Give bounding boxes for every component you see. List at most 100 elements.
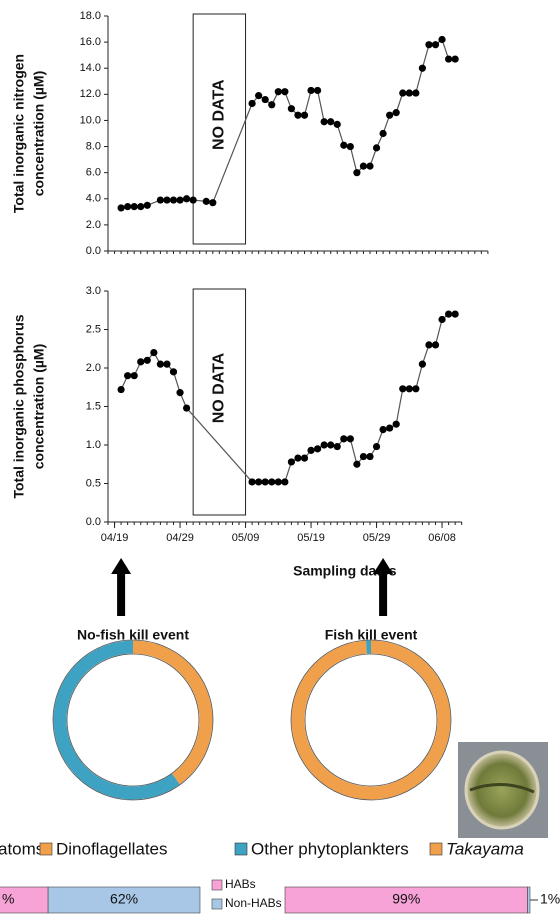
data-point <box>274 478 282 486</box>
data-point <box>412 385 420 393</box>
data-point <box>156 196 164 204</box>
y-tick-label: 2.0 <box>86 219 101 231</box>
cell <box>464 750 540 830</box>
donut-outline <box>52 639 214 801</box>
data-point <box>189 196 197 204</box>
data-point <box>117 204 125 212</box>
y-tick-label: 4.0 <box>86 193 101 205</box>
y-tick-label: 0.0 <box>86 516 101 528</box>
data-point <box>418 360 426 368</box>
data-point <box>346 142 354 151</box>
event-arrow <box>373 558 394 616</box>
data-point <box>176 389 184 397</box>
y-tick-label: 8.0 <box>86 140 101 152</box>
legend-swatch <box>234 842 248 856</box>
data-point <box>353 460 361 468</box>
data-point <box>137 358 145 366</box>
data-point <box>183 404 191 412</box>
data-point <box>399 89 407 97</box>
data-point <box>366 452 374 461</box>
y-tick-label: 1.5 <box>86 400 101 412</box>
y-axis-title: concentration (µM) <box>31 344 47 470</box>
y-tick-label: 10.0 <box>80 114 101 126</box>
data-point <box>300 111 309 119</box>
no-data-label: NO DATA <box>211 352 228 423</box>
data-point <box>248 478 256 486</box>
y-axis-title: Total inorganic nitrogen <box>11 54 27 213</box>
x-axis-title: Sampling dates <box>293 563 397 579</box>
bar-segment <box>0 886 49 914</box>
data-point <box>163 360 171 368</box>
data-point <box>300 454 309 462</box>
data-point <box>386 111 394 119</box>
data-point <box>405 89 413 97</box>
y-tick-label: 14.0 <box>80 62 101 74</box>
pie-title: Fish kill event <box>325 627 418 643</box>
bar-value-label: 99% <box>392 891 420 907</box>
donut-outline <box>290 639 452 801</box>
legend-swatch <box>429 842 443 856</box>
data-point <box>150 349 158 357</box>
data-point <box>183 195 191 203</box>
data-point <box>268 478 276 486</box>
data-point <box>353 169 361 177</box>
y-tick-label: 18.0 <box>80 10 101 22</box>
y-tick-label: 12.0 <box>80 88 101 100</box>
data-point <box>392 109 400 117</box>
legend-swatch <box>211 898 223 910</box>
donut-outline <box>66 653 200 787</box>
legend-label: Other phytoplankters <box>251 839 409 858</box>
x-tick-label: 06/08 <box>428 532 456 544</box>
data-point <box>418 64 426 72</box>
data-point <box>451 55 459 63</box>
data-point <box>248 99 256 108</box>
micrograph <box>458 742 548 838</box>
data-point <box>307 86 315 95</box>
donut-outline <box>304 653 438 787</box>
data-point <box>274 88 282 96</box>
data-point <box>399 385 407 393</box>
data-point <box>392 420 400 428</box>
x-tick-label: 05/19 <box>297 532 325 544</box>
data-point <box>445 310 453 318</box>
bar-value-label: 62% <box>110 891 138 907</box>
data-point <box>431 341 440 349</box>
data-point <box>130 203 138 211</box>
data-point <box>346 435 354 443</box>
y-tick-label: 16.0 <box>80 36 101 48</box>
donut-segment <box>53 640 180 800</box>
data-point <box>143 201 151 209</box>
data-point <box>209 199 217 207</box>
y-tick-label: 0.5 <box>86 477 101 489</box>
legend-swatch <box>211 879 223 891</box>
data-point <box>255 92 263 100</box>
data-point <box>425 341 433 349</box>
data-point <box>176 196 184 204</box>
data-point <box>156 360 164 368</box>
data-point <box>268 101 276 109</box>
data-point <box>281 88 289 96</box>
data-point <box>307 446 315 454</box>
data-point <box>333 120 341 128</box>
y-tick-label: 0.0 <box>86 245 101 257</box>
legend-label: atoms <box>0 839 44 858</box>
data-point <box>386 424 394 432</box>
data-point <box>169 196 178 204</box>
legend-label: Dinoflagellates <box>56 839 168 858</box>
no-data-label: NO DATA <box>211 79 228 150</box>
bar-value-label: % <box>2 891 14 907</box>
bar-segment <box>47 886 201 914</box>
data-point <box>143 356 151 364</box>
y-axis-title: concentration (µM) <box>31 71 47 197</box>
data-point <box>445 55 453 63</box>
data-point <box>372 442 381 451</box>
data-point <box>340 435 348 443</box>
data-point <box>327 118 335 126</box>
y-axis-title: Total inorganic phosphorus <box>11 314 27 498</box>
event-arrow <box>111 558 132 616</box>
data-point <box>438 315 446 324</box>
data-point <box>425 41 433 49</box>
y-tick-label: 2.0 <box>86 362 101 374</box>
